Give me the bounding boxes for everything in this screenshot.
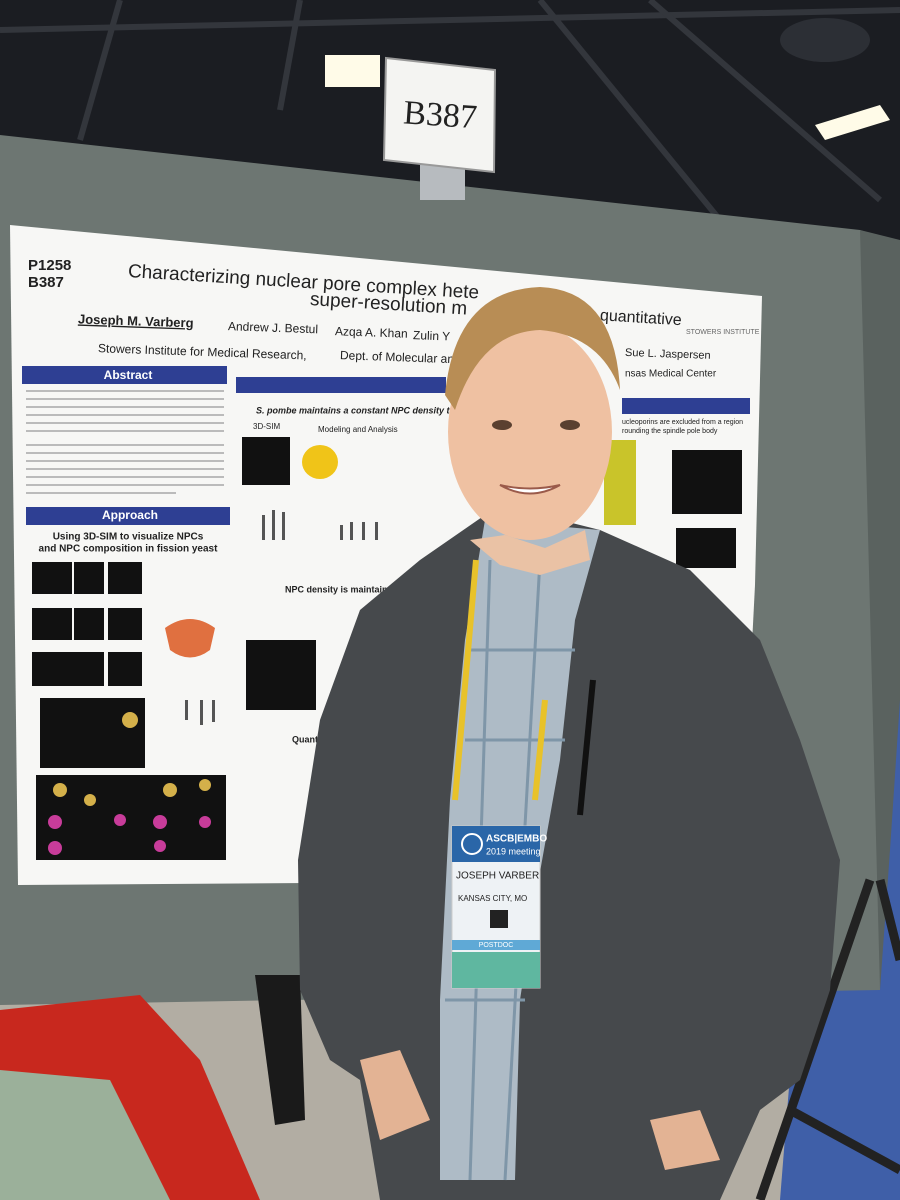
vent (780, 18, 870, 62)
result-header: Quantific (292, 734, 331, 744)
author: Andrew J. Bestul (228, 319, 318, 336)
sign-holder (420, 165, 465, 200)
result-header: NPC density is maintained d (285, 584, 406, 594)
section-title: Abstract (104, 368, 153, 382)
face (448, 324, 612, 540)
abstract-text (26, 390, 224, 494)
board-edge (860, 230, 900, 990)
poster-content: P1258 B387 Characterizing nuclear pore c… (22, 257, 760, 860)
plot-markers (185, 510, 378, 725)
colored-cells (53, 712, 211, 806)
result-header: ucleoporins are excluded from a region (622, 419, 743, 426)
badge-ribbon (452, 952, 540, 988)
panel-label: 3D-SIM (253, 422, 280, 431)
image-panels (32, 437, 742, 860)
ceiling-light (815, 105, 890, 140)
hair (445, 287, 620, 410)
institute-logo: STOWERS INSTITUTE (686, 329, 760, 336)
eye (560, 420, 580, 430)
subtitle: Using 3D-SIM to visualize NPCs (53, 532, 204, 543)
section-bar (26, 507, 230, 525)
badge-qr (490, 910, 508, 928)
smile (499, 484, 561, 495)
affiliation: nsas Medical Center (625, 369, 717, 380)
badge-city: KANSAS CITY, MO (458, 894, 527, 903)
colored-cells (48, 814, 211, 855)
jacket (298, 515, 840, 1200)
author: Azqa A. Khan (335, 324, 408, 341)
subtitle: and NPC composition in fission yeast (39, 544, 219, 555)
badge-role: POSTDOC (479, 942, 514, 949)
lanyard (452, 559, 548, 801)
neck (470, 530, 590, 575)
npc-diagram (165, 619, 215, 658)
affiliation: Dept. of Molecular and Inte (340, 348, 485, 367)
trusses (0, 0, 900, 222)
badge-header (452, 826, 540, 862)
easel (755, 878, 900, 1200)
author: Zulin Y (413, 328, 451, 343)
hand (650, 1110, 720, 1170)
section-bar (622, 398, 750, 414)
result-header: rounding the spindle pole body (622, 428, 718, 435)
section-bar (236, 377, 446, 393)
section-title: Approach (102, 508, 158, 522)
model-render (302, 445, 338, 479)
badge-name: JOSEPH VARBER (456, 871, 539, 882)
author: Sue L. Jaspersen (625, 347, 711, 362)
poster-booth: B387 (28, 274, 64, 291)
badge-logo (461, 833, 483, 855)
badge-meeting: ASCB|EMBO (486, 834, 547, 845)
green-coat (0, 1070, 170, 1200)
poster-id: P1258 (28, 257, 71, 274)
eye (492, 420, 512, 430)
badge-band (452, 940, 540, 950)
hand (360, 1050, 430, 1140)
panel-label: Modeling and Analysis (318, 425, 398, 434)
section-bar (22, 366, 227, 384)
zipper-pocket (577, 679, 596, 816)
sign (382, 56, 497, 174)
ceiling-light (325, 55, 380, 87)
poster-title: quantitative (599, 307, 682, 329)
author: Joseph M. Varberg (78, 311, 194, 330)
sign-label: B387 (402, 94, 478, 136)
badge-year: 2019 meeting (486, 846, 541, 856)
legs-background (255, 975, 305, 1125)
result-header: S. pombe maintains a constant NPC densit… (256, 405, 503, 415)
